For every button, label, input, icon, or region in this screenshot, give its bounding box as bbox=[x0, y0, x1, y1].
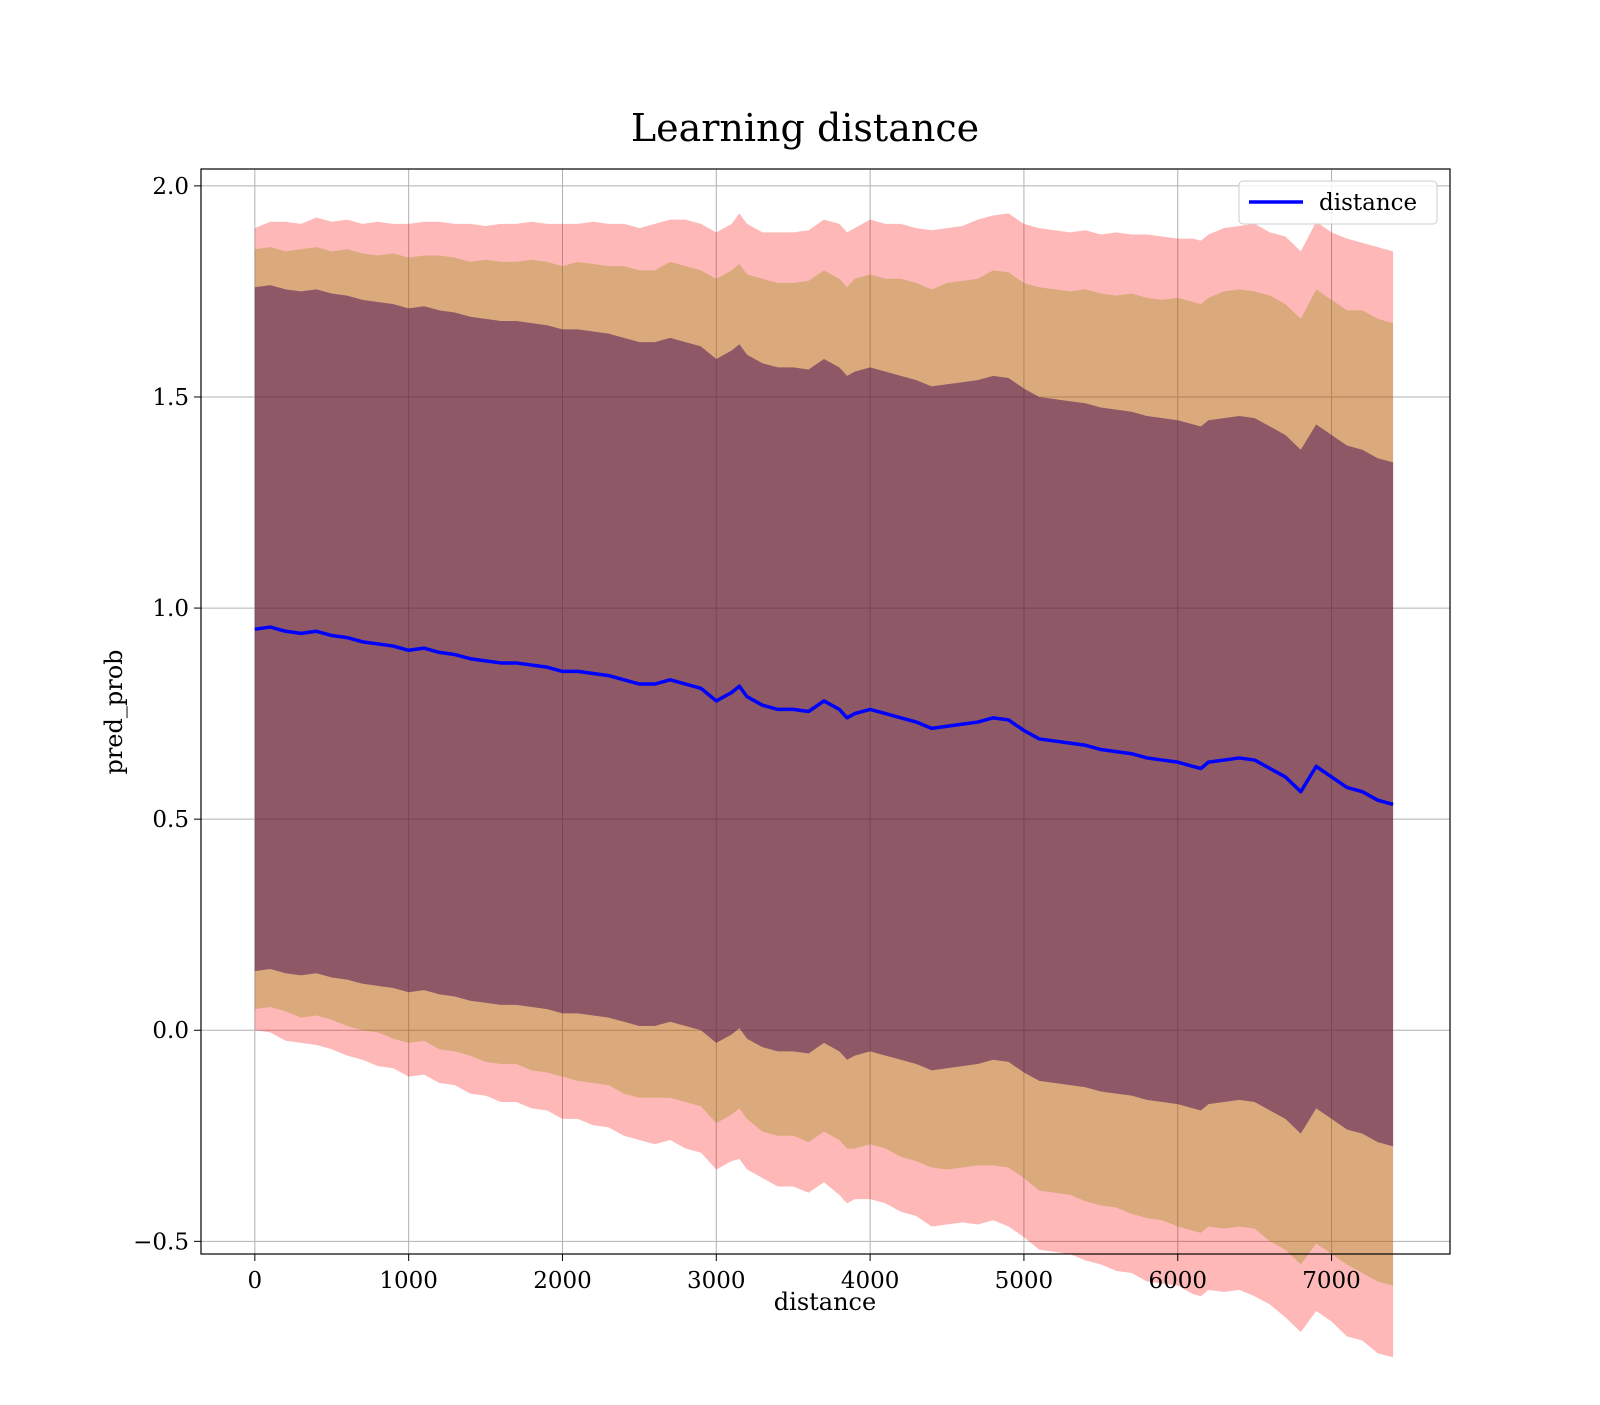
y-tick-label-2: 0.5 bbox=[152, 807, 189, 833]
y-tick-label-5: 2.0 bbox=[152, 174, 189, 200]
confidence-bands bbox=[254, 213, 1394, 1358]
y-axis-label: pred_prob bbox=[100, 649, 128, 774]
chart-title: Learning distance bbox=[631, 106, 979, 150]
y-tick-label-0: −0.5 bbox=[133, 1229, 189, 1255]
series-line-distance bbox=[254, 625, 1394, 807]
plot-area-frame bbox=[200, 168, 1451, 1255]
band-middle bbox=[254, 247, 1394, 1286]
x-axis-label: distance bbox=[774, 1288, 876, 1316]
band-inner bbox=[254, 285, 1394, 1147]
x-tick-label-1000: 1000 bbox=[379, 1268, 438, 1294]
legend-box bbox=[1238, 180, 1438, 225]
band-outer bbox=[254, 213, 1394, 1358]
x-tick-label-3000: 3000 bbox=[687, 1268, 746, 1294]
x-axis-ticks: 0 1000 2000 3000 4000 5000 6000 7000 bbox=[248, 1254, 1361, 1294]
x-tick-label-4000: 4000 bbox=[841, 1268, 900, 1294]
x-tick-label-2000: 2000 bbox=[533, 1268, 592, 1294]
series-lines bbox=[254, 625, 1394, 807]
legend-entry-distance: distance bbox=[1319, 190, 1417, 216]
x-tick-label-5000: 5000 bbox=[995, 1268, 1054, 1294]
x-tick-label-7000: 7000 bbox=[1302, 1268, 1361, 1294]
x-tick-label-0: 0 bbox=[248, 1268, 263, 1294]
y-tick-label-1: 0.0 bbox=[152, 1018, 189, 1044]
y-tick-label-4: 1.5 bbox=[152, 385, 189, 411]
y-axis-ticks: −0.5 0.0 0.5 1.0 1.5 2.0 bbox=[133, 174, 201, 1255]
legend: distance bbox=[1238, 180, 1438, 225]
x-tick-label-6000: 6000 bbox=[1148, 1268, 1207, 1294]
y-tick-label-3: 1.0 bbox=[152, 596, 189, 622]
